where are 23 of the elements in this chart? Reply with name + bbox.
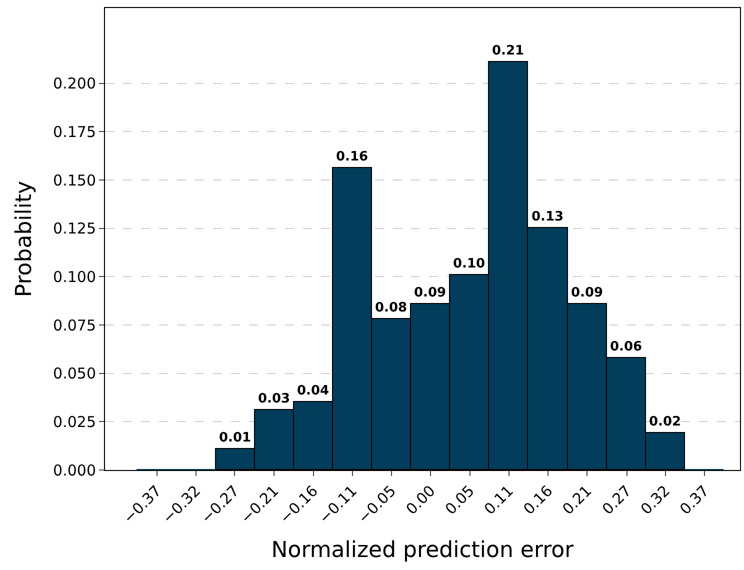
data-label: 0.06 [610,340,642,354]
x-axis-title: Normalized prediction error [271,538,575,564]
data-label: 0.02 [648,414,682,430]
data-label: 0.09 [414,286,446,300]
y-tick-label: 0.050 [53,364,96,383]
data-label: 0.04 [296,384,330,398]
y-tick-label: 0.125 [53,220,96,238]
y-tick-label: 0.100 [53,268,96,286]
data-label: 0.10 [452,256,486,272]
y-tick-label: 0.075 [53,316,96,334]
y-axis-title: Probability [12,180,37,298]
data-label: 0.16 [336,150,368,164]
y-tick-label: 0.175 [53,122,96,141]
y-tick-label: 0.000 [53,461,96,480]
y-tick-label: 0.150 [53,171,96,190]
data-label: 0.13 [531,210,564,224]
data-label: 0.03 [258,392,290,406]
data-label: 0.08 [374,300,408,316]
y-tick-label: 0.200 [53,74,96,93]
y-tick-label: 0.025 [53,412,96,431]
data-label: 0.01 [218,430,252,446]
data-label: 0.21 [492,44,524,58]
data-label: 0.09 [570,286,604,300]
